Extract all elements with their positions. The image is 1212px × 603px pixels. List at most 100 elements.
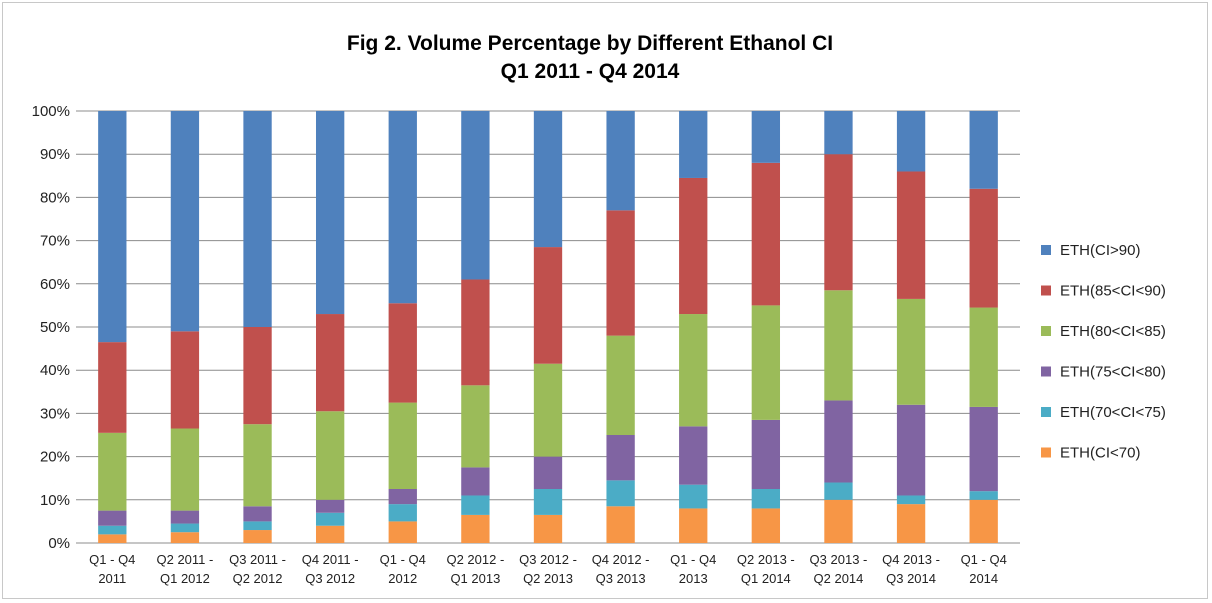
y-tick-label: 30% — [40, 405, 70, 422]
bar-segment — [388, 521, 417, 543]
bar-segment — [679, 314, 708, 427]
bar-segment — [896, 495, 926, 505]
bar-segment — [606, 210, 635, 336]
x-tick-label: Q2 2012 — [233, 571, 283, 586]
legend-item: ETH(70<CI<75) — [1041, 404, 1166, 421]
bar-segment — [315, 525, 345, 543]
bar-segment — [388, 111, 417, 304]
bar-segment — [751, 305, 781, 420]
x-tick-label: Q3 2011 - — [229, 552, 286, 567]
legend-item: ETH(CI<70) — [1041, 445, 1140, 462]
bar-segment — [533, 456, 563, 489]
bar-segment — [461, 385, 490, 468]
bar-segment — [243, 521, 272, 531]
bar-segment — [896, 171, 926, 299]
bar-segment — [533, 489, 563, 515]
bar-segment — [243, 506, 272, 522]
bar-segment — [243, 424, 272, 507]
x-tick-label: 2011 — [98, 571, 126, 586]
legend-swatch — [1041, 326, 1051, 336]
bar-segment — [388, 504, 417, 522]
y-axis-tick-labels: 0% 10% 20% 30% 40% 50% 60% 70% 80% 90% 100% — [32, 103, 70, 552]
legend-item: ETH(75<CI<80) — [1041, 364, 1166, 381]
bar-segment — [243, 327, 272, 425]
bar-stack — [388, 111, 417, 543]
bar-segment — [388, 402, 417, 489]
bar-stack — [679, 111, 708, 543]
x-tick-label: Q2 2011 - — [156, 552, 213, 567]
bar-stack — [243, 111, 272, 543]
bar-segment — [896, 404, 926, 496]
x-tick-label: Q3 2014 — [886, 571, 936, 586]
legend-label: ETH(80<CI<85) — [1060, 323, 1166, 340]
bar-segment — [98, 510, 127, 526]
bar-segment — [533, 247, 563, 364]
chart-title-line-1: Fig 2. Volume Percentage by Different Et… — [347, 32, 833, 55]
x-tick-label: Q1 - Q4 — [380, 552, 426, 567]
bar-stack — [98, 111, 127, 543]
bar-segment — [315, 411, 345, 500]
bar-segment — [98, 432, 127, 511]
y-tick-label: 40% — [40, 362, 70, 379]
x-axis-tick-labels: Q1 - Q4 2011 Q2 2011 - Q1 2012 Q3 2011 - Q2 2… — [89, 552, 1007, 586]
y-tick-label: 80% — [40, 189, 70, 206]
x-tick-label: Q4 2012 - — [592, 552, 650, 567]
bar-segment — [606, 111, 635, 211]
x-tick-label: 2014 — [969, 571, 998, 586]
bar-segment — [170, 532, 200, 543]
bar-segment — [315, 499, 345, 513]
legend-item: ETH(CI>90) — [1041, 242, 1140, 259]
legend: ETH(CI>90) ETH(85<CI<90) ETH(80<CI<85) ETH(… — [1041, 242, 1166, 462]
bar-segment — [824, 111, 853, 155]
bar-segment — [679, 111, 708, 178]
x-tick-label: Q1 - Q4 — [89, 552, 135, 567]
x-tick-label: 2012 — [388, 571, 417, 586]
x-tick-label: Q2 2013 - — [737, 552, 795, 567]
legend-swatch — [1041, 407, 1051, 417]
x-tick-label: Q3 2012 - — [519, 552, 577, 567]
bar-stack — [606, 111, 635, 543]
legend-item: ETH(80<CI<85) — [1041, 323, 1166, 340]
bar-segment — [461, 279, 490, 386]
bar-segment — [751, 489, 781, 509]
bar-segment — [824, 154, 853, 291]
bar-segment — [533, 514, 563, 543]
bar-segment — [461, 467, 490, 496]
bar-segment — [388, 489, 417, 505]
bar-segment — [461, 495, 490, 515]
bar-segment — [606, 435, 635, 481]
y-tick-label: 50% — [40, 319, 70, 336]
bar-segment — [824, 482, 853, 500]
y-tick-label: 20% — [40, 449, 70, 466]
legend-label: ETH(75<CI<80) — [1060, 364, 1166, 381]
bar-segment — [170, 111, 200, 332]
bar-segment — [969, 111, 998, 189]
x-tick-label: Q1 2013 — [450, 571, 500, 586]
bar-segment — [969, 499, 998, 543]
bar-segment — [533, 111, 563, 248]
legend-label: ETH(85<CI<90) — [1060, 283, 1166, 300]
legend-swatch — [1041, 366, 1051, 377]
bar-segment — [896, 504, 926, 543]
bar-segment — [824, 400, 853, 483]
bar-segment — [98, 111, 127, 343]
legend-swatch — [1041, 447, 1051, 458]
x-tick-label: Q2 2013 — [523, 571, 573, 586]
legend-swatch — [1041, 285, 1051, 296]
x-tick-label: Q1 2012 — [160, 571, 210, 586]
legend-item: ETH(85<CI<90) — [1041, 283, 1166, 300]
bar-segment — [824, 499, 853, 543]
bar-segment — [98, 534, 127, 543]
bar-segment — [606, 335, 635, 435]
x-tick-label: Q4 2011 - — [302, 552, 359, 567]
legend-label: ETH(70<CI<75) — [1060, 404, 1166, 421]
bar-segment — [170, 523, 200, 533]
bar-segment — [606, 506, 635, 543]
y-tick-label: 0% — [48, 535, 70, 552]
bar-stack — [751, 111, 781, 543]
bar-segment — [896, 298, 926, 405]
bars — [98, 111, 998, 543]
bar-segment — [315, 111, 345, 315]
legend-swatch — [1041, 245, 1051, 255]
